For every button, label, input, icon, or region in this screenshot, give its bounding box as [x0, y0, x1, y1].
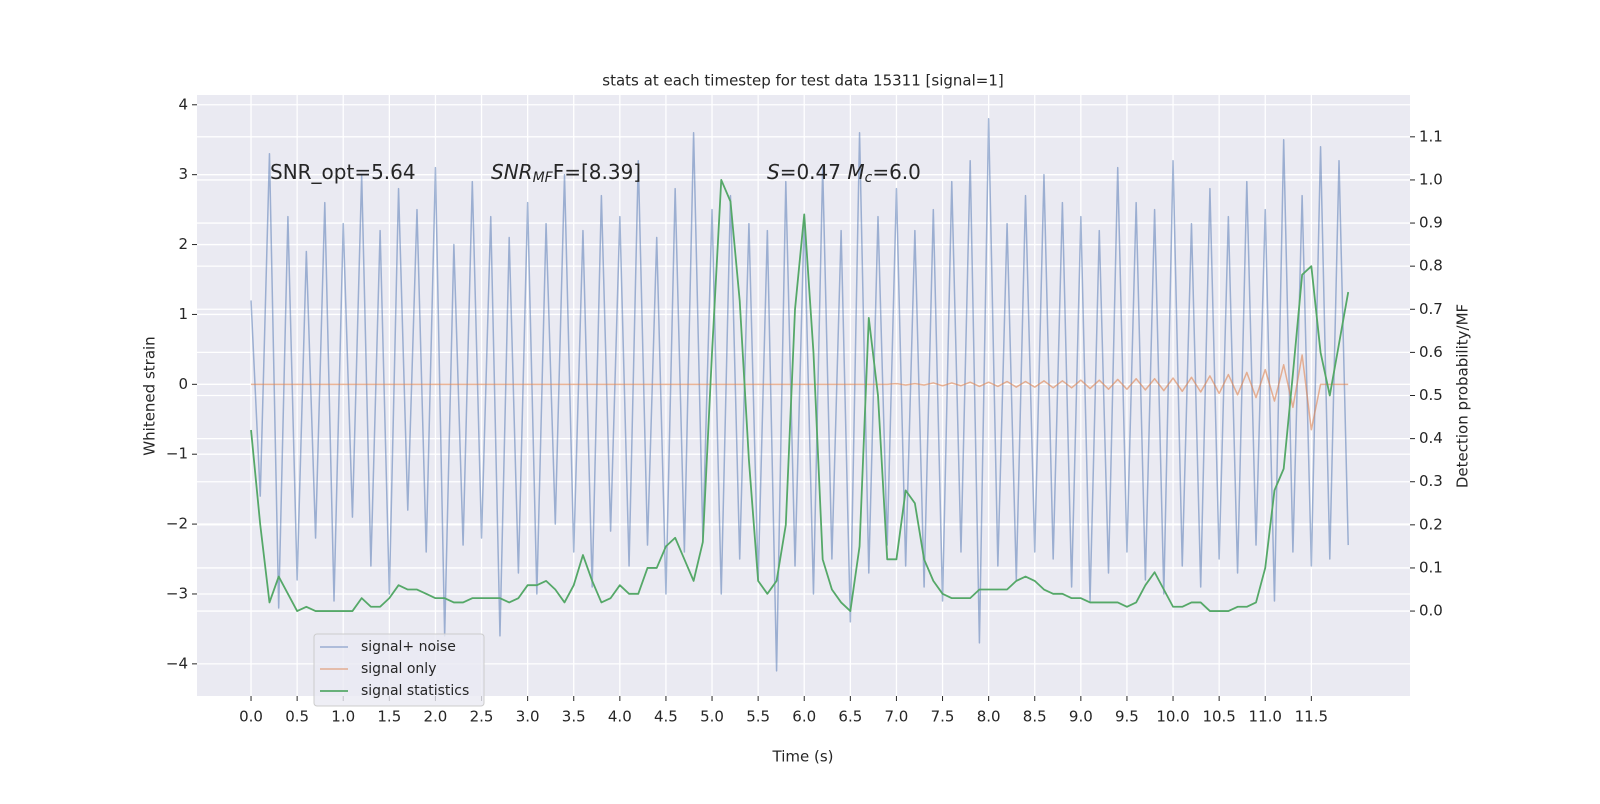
- annotation-part: M: [847, 160, 864, 184]
- x-tick-label: 11.0: [1249, 708, 1282, 726]
- y2-tick-label: 0.4: [1419, 429, 1443, 447]
- x-tick-label: 5.0: [700, 708, 724, 726]
- x-tick-label: 4.0: [608, 708, 632, 726]
- annotation: SNRMFF=[8.39]: [491, 160, 641, 187]
- y-tick-label: 1: [178, 305, 188, 323]
- y2-tick-label: 0.3: [1419, 472, 1443, 490]
- x-tick-label: 2.5: [470, 708, 494, 726]
- y2-axis-label: Detection probability/MF: [1454, 304, 1472, 488]
- y2-tick-label: 0.5: [1419, 386, 1443, 404]
- annotation-part: MF: [533, 170, 554, 186]
- x-tick-label: 5.5: [746, 708, 770, 726]
- y-tick-label: 4: [178, 95, 188, 113]
- x-tick-label: 10.5: [1202, 708, 1235, 726]
- y-tick-label: 2: [178, 235, 188, 253]
- x-tick-label: 9.5: [1115, 708, 1139, 726]
- x-tick-label: 8.5: [1023, 708, 1047, 726]
- y2-tick-label: 0.6: [1419, 343, 1443, 361]
- series-line: [250, 179, 1350, 612]
- x-tick-label: 7.5: [931, 708, 955, 726]
- y2-tick-label: 1.1: [1419, 127, 1443, 145]
- legend-label: signal only: [361, 661, 436, 677]
- x-tick-label: 6.5: [838, 708, 862, 726]
- y-axis-label: Whitened strain: [141, 336, 159, 455]
- annotation-part: SNR_opt=5.64: [270, 160, 416, 184]
- y2-tick-label: 0.7: [1419, 300, 1443, 318]
- y2-tick-label: 1.0: [1419, 170, 1443, 188]
- legend-box: [313, 633, 485, 707]
- legend-label: signal statistics: [361, 683, 469, 699]
- annotation-part: c: [865, 170, 873, 186]
- series-line: [251, 354, 1349, 431]
- x-tick-label: 1.0: [331, 708, 355, 726]
- y-tick-label: −3: [166, 584, 188, 602]
- x-tick-label: 3.0: [516, 708, 540, 726]
- x-tick-label: 0.5: [285, 708, 309, 726]
- y-tick-label: 0: [178, 375, 188, 393]
- y-tick-label: −2: [166, 515, 188, 533]
- series-line: [250, 118, 1349, 672]
- annotation-part: SNR: [491, 160, 533, 184]
- annotation-part: F=[8.39]: [553, 160, 641, 184]
- y2-tick-label: 0.0: [1419, 602, 1443, 620]
- x-axis-label: Time (s): [772, 748, 834, 766]
- x-tick-label: 0.0: [239, 708, 263, 726]
- y-tick-label: −1: [166, 445, 188, 463]
- y2-tick-label: 0.8: [1419, 257, 1443, 275]
- x-tick-label: 9.0: [1069, 708, 1093, 726]
- annotation-part: =6.0: [872, 160, 921, 184]
- x-tick-label: 1.5: [377, 708, 401, 726]
- x-tick-label: 3.5: [562, 708, 586, 726]
- annotation-part: S: [767, 160, 780, 184]
- x-tick-label: 10.0: [1156, 708, 1189, 726]
- y2-tick-label: 0.2: [1419, 515, 1443, 533]
- legend-label: signal+ noise: [361, 639, 456, 655]
- y-tick-label: −4: [166, 654, 188, 672]
- annotation-part: =0.47: [780, 160, 848, 184]
- annotation: SNR_opt=5.64: [270, 160, 416, 184]
- x-tick-label: 2.0: [424, 708, 448, 726]
- x-tick-label: 6.0: [792, 708, 816, 726]
- y-tick-label: 3: [178, 165, 188, 183]
- x-tick-label: 4.5: [654, 708, 678, 726]
- y2-tick-label: 0.9: [1419, 214, 1443, 232]
- chart-title: stats at each timestep for test data 153…: [602, 72, 1003, 90]
- x-tick-label: 7.0: [885, 708, 909, 726]
- y2-tick-label: 0.1: [1419, 558, 1443, 576]
- annotation: S=0.47 Mc=6.0: [767, 160, 921, 187]
- x-tick-label: 8.0: [977, 708, 1001, 726]
- x-tick-label: 11.5: [1295, 708, 1328, 726]
